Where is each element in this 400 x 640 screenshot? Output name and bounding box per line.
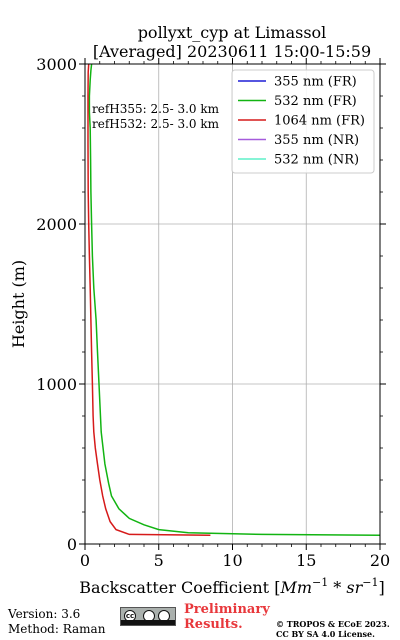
y-tick-label: 1000 [36, 375, 77, 394]
x-tick-label: 0 [80, 551, 90, 570]
legend: 355 nm (FR) 532 nm (FR) 1064 nm (FR) 355 nm… [231, 69, 375, 174]
version-label: Version: 3.6 [8, 607, 81, 621]
preliminary-line2: Results. [184, 617, 243, 632]
method-label: Method: Raman [8, 622, 106, 636]
legend-label: 532 nm (NR) [274, 153, 359, 168]
preliminary-line1: Preliminary [184, 602, 270, 617]
series-line-1 [88, 64, 380, 536]
chart-title-line2: [Averaged] 20230611 15:00-15:59 [93, 42, 371, 61]
legend-label: 1064 nm (FR) [274, 114, 365, 129]
copyright-line1: © TROPOS & ECoE 2023. [276, 619, 390, 629]
y-tick-label: 3000 [36, 55, 77, 74]
chart-title-line1: pollyxt_cyp at Limassol [138, 23, 327, 42]
cc-license-badge: cc [120, 607, 176, 626]
x-tick-label: 10 [222, 551, 242, 570]
series-line-2 [87, 64, 211, 536]
x-axis-label: Backscatter Coefficient [Mm−1 * sr−1] [79, 576, 384, 597]
annotation-refh532: refH532: 2.5- 3.0 km [92, 117, 220, 131]
copyright-notice: © TROPOS & ECoE 2023. CC BY SA 4.0 Licen… [276, 619, 390, 639]
legend-label: 532 nm (FR) [274, 94, 357, 109]
y-axis-label: Height (m) [9, 260, 28, 348]
cc-badge-strip [121, 620, 175, 625]
x-tick-label: 15 [296, 551, 316, 570]
x-tick-label: 5 [154, 551, 164, 570]
legend-label: 355 nm (FR) [274, 75, 357, 90]
y-tick-label: 2000 [36, 215, 77, 234]
legend-label: 355 nm (NR) [274, 133, 359, 148]
cc-icon: cc [124, 610, 136, 622]
x-tick-label: 20 [370, 551, 390, 570]
ticks: 0 5 10 15 20 0 1000 2000 3000 [36, 55, 390, 570]
legend-box [231, 69, 375, 174]
annotation-refh355: refH355: 2.5- 3.0 km [92, 102, 220, 116]
copyright-line2: CC BY SA 4.0 License. [276, 629, 375, 639]
y-tick-label: 0 [67, 535, 77, 554]
series-lines [87, 64, 380, 536]
preliminary-notice: Preliminary Results. [184, 602, 270, 632]
